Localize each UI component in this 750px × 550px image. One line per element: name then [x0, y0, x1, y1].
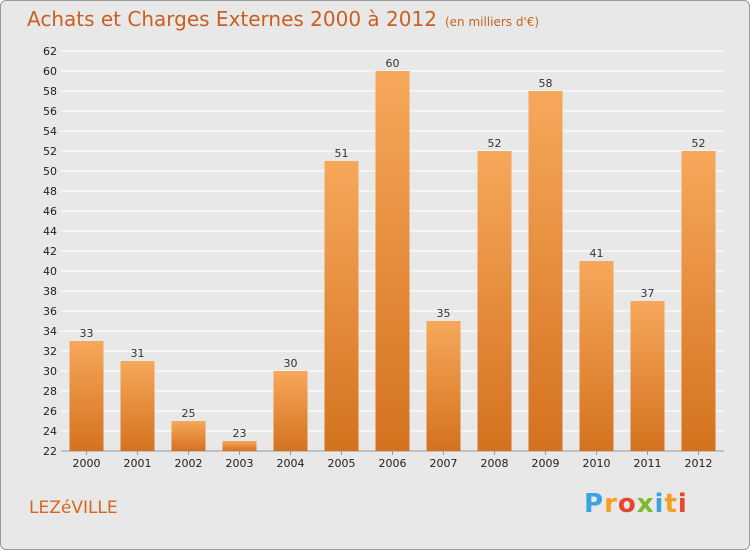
bar-2005 [324, 161, 359, 451]
logo-letter: i [677, 489, 688, 519]
y-tick-label: 62 [43, 45, 57, 58]
y-tick-label: 42 [43, 245, 57, 258]
value-label-2003: 23 [233, 427, 247, 440]
x-tick-label-2004: 2004 [277, 457, 305, 470]
value-label-2006: 60 [386, 57, 400, 70]
x-axis: 2000 2001 2002 2003 2004 2005 2006 2007 2008 2009… [73, 451, 713, 470]
x-tick-label-2002: 2002 [175, 457, 203, 470]
commune-name: LEZéVILLE [29, 498, 118, 518]
y-tick-label: 38 [43, 285, 57, 298]
bar-2009 [528, 91, 563, 451]
value-label-2004: 30 [284, 357, 298, 370]
bar-2008 [477, 151, 512, 451]
bar-2011 [630, 301, 665, 451]
y-axis: 22 24 26 28 30 32 34 36 38 40 42 44 46 48 50 52 54 56 58 60… [43, 45, 57, 458]
chart-subtitle: (en milliers d'€) [444, 15, 540, 29]
x-tick-label-2011: 2011 [634, 457, 662, 470]
logo-letter: P [584, 489, 605, 519]
y-tick-label: 44 [43, 225, 57, 238]
y-tick-label: 36 [43, 305, 57, 318]
y-tick-label: 52 [43, 145, 57, 158]
x-tick-label-2001: 2001 [124, 457, 152, 470]
bars [69, 71, 716, 451]
x-tick-label-2007: 2007 [430, 457, 458, 470]
y-tick-label: 48 [43, 185, 57, 198]
x-tick-label-2009: 2009 [532, 457, 560, 470]
logo-letter: r [604, 489, 618, 519]
bar-2004 [273, 371, 308, 451]
logo-letter: x [636, 489, 655, 519]
y-tick-label: 34 [43, 325, 57, 338]
value-label-2009: 58 [539, 77, 553, 90]
bar-2010 [579, 261, 614, 451]
value-label-2000: 33 [80, 327, 94, 340]
y-tick-label: 46 [43, 205, 57, 218]
y-tick-label: 56 [43, 105, 57, 118]
x-tick-label-2003: 2003 [226, 457, 254, 470]
y-tick-label: 58 [43, 85, 57, 98]
bar-2007 [426, 321, 461, 451]
value-labels: 33 31 25 23 30 51 60 35 52 58 41 37 52 [80, 57, 706, 440]
value-label-2007: 35 [437, 307, 451, 320]
y-tick-label: 22 [43, 445, 57, 458]
logo-letter: i [654, 489, 665, 519]
value-label-2011: 37 [641, 287, 655, 300]
value-label-2008: 52 [488, 137, 502, 150]
logo-letter: t [664, 489, 678, 519]
y-tick-label: 40 [43, 265, 57, 278]
bar-2000 [69, 341, 104, 451]
y-tick-label: 60 [43, 65, 57, 78]
y-tick-label: 50 [43, 165, 57, 178]
bar-2012 [681, 151, 716, 451]
bar-2003 [222, 441, 257, 451]
y-tick-label: 26 [43, 405, 57, 418]
bar-2002 [171, 421, 206, 451]
y-tick-label: 32 [43, 345, 57, 358]
x-tick-label-2012: 2012 [685, 457, 713, 470]
y-tick-label: 24 [43, 425, 57, 438]
chart-title: Achats et Charges Externes 2000 à 2012 (e… [27, 7, 539, 31]
value-label-2005: 51 [335, 147, 349, 160]
y-tick-label: 28 [43, 385, 57, 398]
chart-title-text: Achats et Charges Externes 2000 à 2012 [27, 7, 437, 31]
x-tick-label-2000: 2000 [73, 457, 101, 470]
y-tick-label: 54 [43, 125, 57, 138]
proxiti-logo: Proxiti [584, 489, 688, 519]
x-tick-label-2006: 2006 [379, 457, 407, 470]
value-label-2012: 52 [692, 137, 706, 150]
x-tick-label-2008: 2008 [481, 457, 509, 470]
y-tick-label: 30 [43, 365, 57, 378]
value-label-2001: 31 [131, 347, 145, 360]
x-tick-label-2010: 2010 [583, 457, 611, 470]
bar-2001 [120, 361, 155, 451]
bar-2006 [375, 71, 410, 451]
x-tick-label-2005: 2005 [328, 457, 356, 470]
logo-letter: o [617, 489, 637, 519]
value-label-2010: 41 [590, 247, 604, 260]
value-label-2002: 25 [182, 407, 196, 420]
